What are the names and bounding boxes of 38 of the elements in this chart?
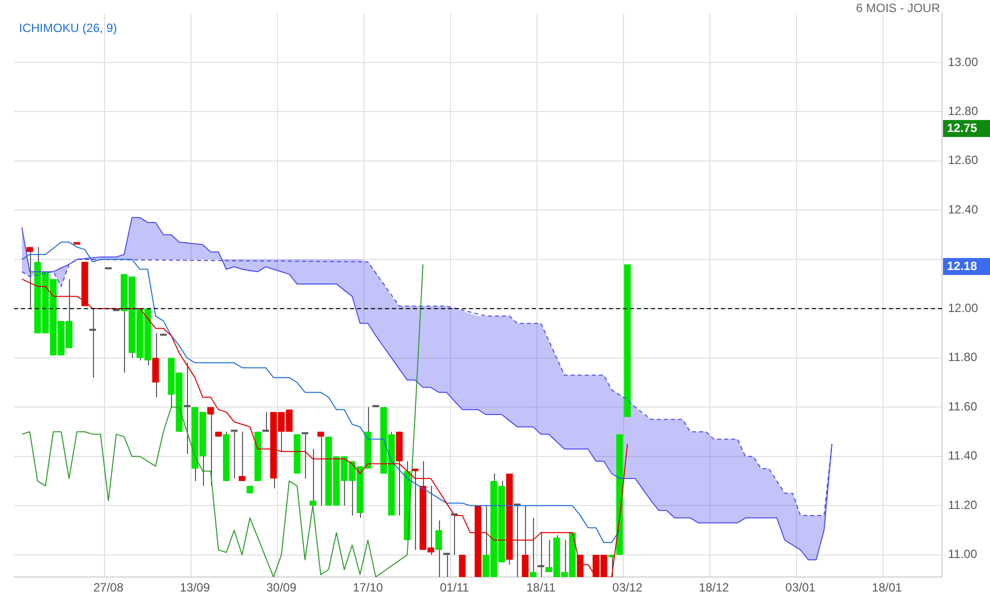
x-tick-label: 30/09 (266, 580, 297, 595)
x-tick-label: 03/01 (785, 580, 816, 595)
candlestick (538, 532, 544, 578)
y-tick-label: 12.00 (948, 300, 978, 315)
text: 12.75 (943, 120, 990, 137)
chart-title: 6 MOIS - JOUR (856, 1, 940, 15)
candlestick (317, 431, 324, 506)
x-tick-label: 01/11 (440, 580, 470, 595)
x-tick-label: 27/08 (93, 580, 124, 595)
candlestick (443, 552, 450, 578)
candlestick (89, 308, 96, 378)
x-tick-label: 18/11 (526, 580, 556, 595)
y-tick-label: 11.00 (948, 547, 978, 562)
candlestick (238, 431, 246, 482)
y-tick-label: 11.20 (948, 498, 978, 512)
x-tick-label: 18/12 (698, 580, 730, 595)
x-tick-label: 13/09 (180, 580, 210, 595)
candlestick (184, 362, 190, 454)
x-tick-label: 17/10 (352, 580, 384, 595)
y-tick-label: 12.60 (948, 153, 978, 168)
candlestick (530, 517, 536, 578)
y-tick-label: 13.00 (948, 54, 978, 69)
y-tick-label: 11.80 (948, 350, 978, 364)
x-tick-label: 03/12 (612, 580, 643, 595)
candlestick (262, 412, 270, 432)
candlestick (435, 520, 442, 578)
legend-title: ICHIMOKU (26, 9) (19, 21, 118, 35)
candlestick (302, 432, 308, 480)
candlestick (412, 468, 418, 550)
candlestick (310, 448, 316, 506)
y-tick-label: 12.80 (948, 104, 978, 118)
candlestick (207, 406, 214, 486)
candlestick (230, 430, 238, 480)
y-tick-label: 11.40 (948, 448, 978, 463)
text: 12.18 (943, 258, 990, 275)
y-tick-label: 12.40 (948, 202, 978, 216)
y-tick-label: 11.60 (948, 399, 978, 414)
x-tick-label: 18/01 (872, 580, 902, 595)
